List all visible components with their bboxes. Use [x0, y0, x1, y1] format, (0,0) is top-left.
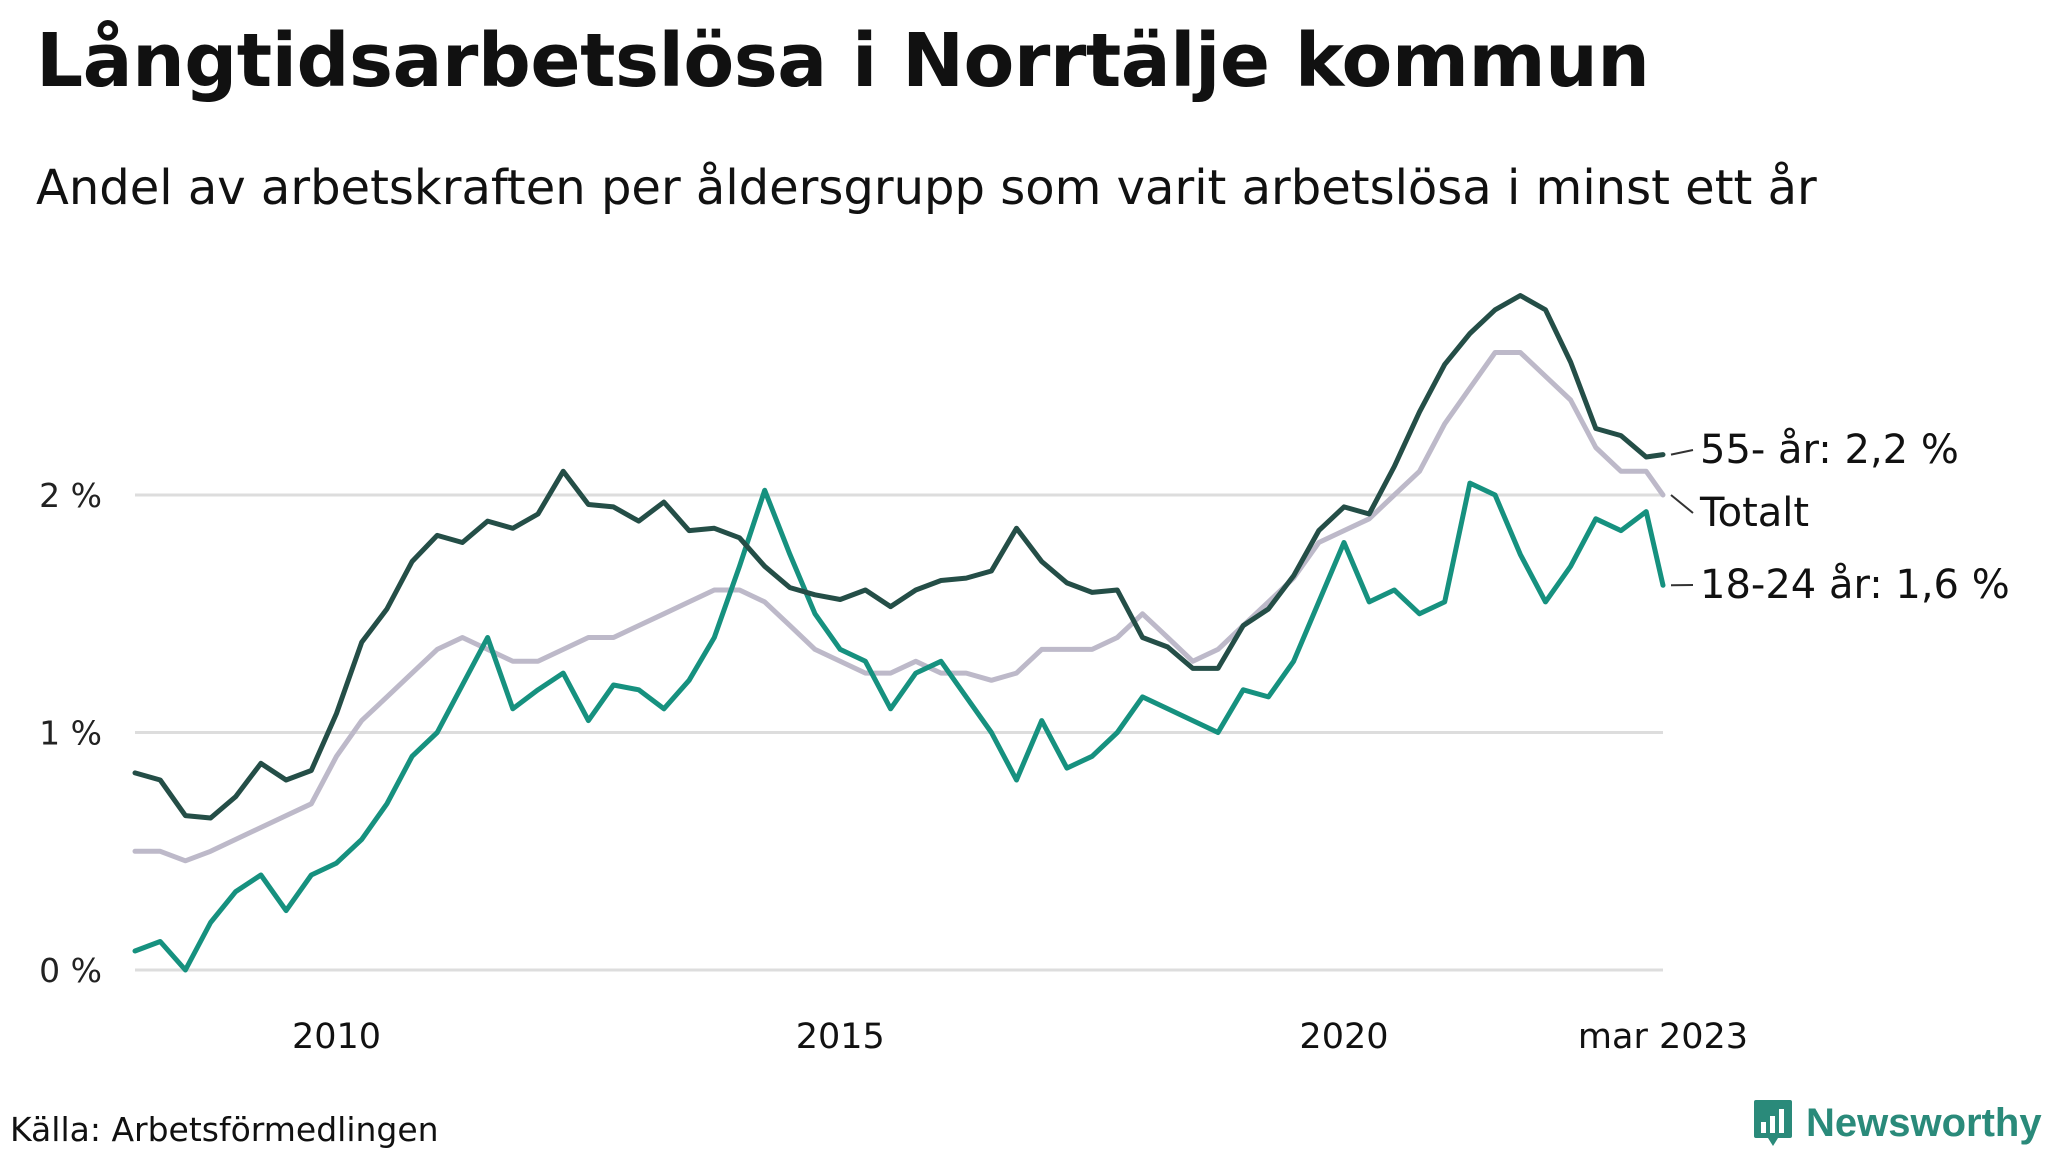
series-line-total: [132, 350, 1666, 864]
x-tick-label: 2020: [1299, 1017, 1388, 1057]
series-line-55: [132, 293, 1666, 821]
y-tick-label: 0 %: [39, 951, 102, 990]
y-tick-label: 2 %: [39, 476, 102, 515]
x-tick-label: 2015: [796, 1017, 885, 1057]
brand-name: Newsworthy: [1806, 1100, 2042, 1145]
leader-line: [1670, 494, 1694, 514]
series-end-label: 55- år: 2,2 %: [1700, 427, 1959, 473]
y-tick-label: 1 %: [39, 714, 102, 753]
chart-title: Långtidsarbetslösa i Norrtälje kommun: [36, 18, 1650, 104]
series-end-label: 18-24 år: 1,6 %: [1700, 562, 2010, 608]
x-tick-label: mar 2023: [1578, 1017, 1748, 1057]
newsworthy-logo-icon: [1754, 1100, 1792, 1146]
gridlines: [135, 493, 1663, 972]
x-tick-label: 2010: [292, 1017, 381, 1057]
series-lines: [132, 293, 1666, 973]
brand-logo[interactable]: Newsworthy: [1752, 1098, 2042, 1148]
source-note: Källa: Arbetsförmedlingen: [10, 1110, 439, 1149]
series-end-labels: 55- år: 2,2 % Totalt 18-24 år: 1,6 %: [1670, 427, 2010, 608]
chart-subtitle: Andel av arbetskraften per åldersgrupp s…: [36, 160, 1817, 216]
series-line-18-24: [132, 480, 1666, 973]
line-chart: 0 % 1 % 2 % 2010 2015 2020 mar 2023 55- år: 2…: [39, 293, 2010, 1057]
x-axis-ticks: 2010 2015 2020 mar 2023: [292, 1017, 1748, 1057]
leader-line: [1670, 449, 1694, 456]
series-end-label: Totalt: [1699, 490, 1809, 536]
y-axis-ticks: 0 % 1 % 2 %: [39, 476, 102, 990]
